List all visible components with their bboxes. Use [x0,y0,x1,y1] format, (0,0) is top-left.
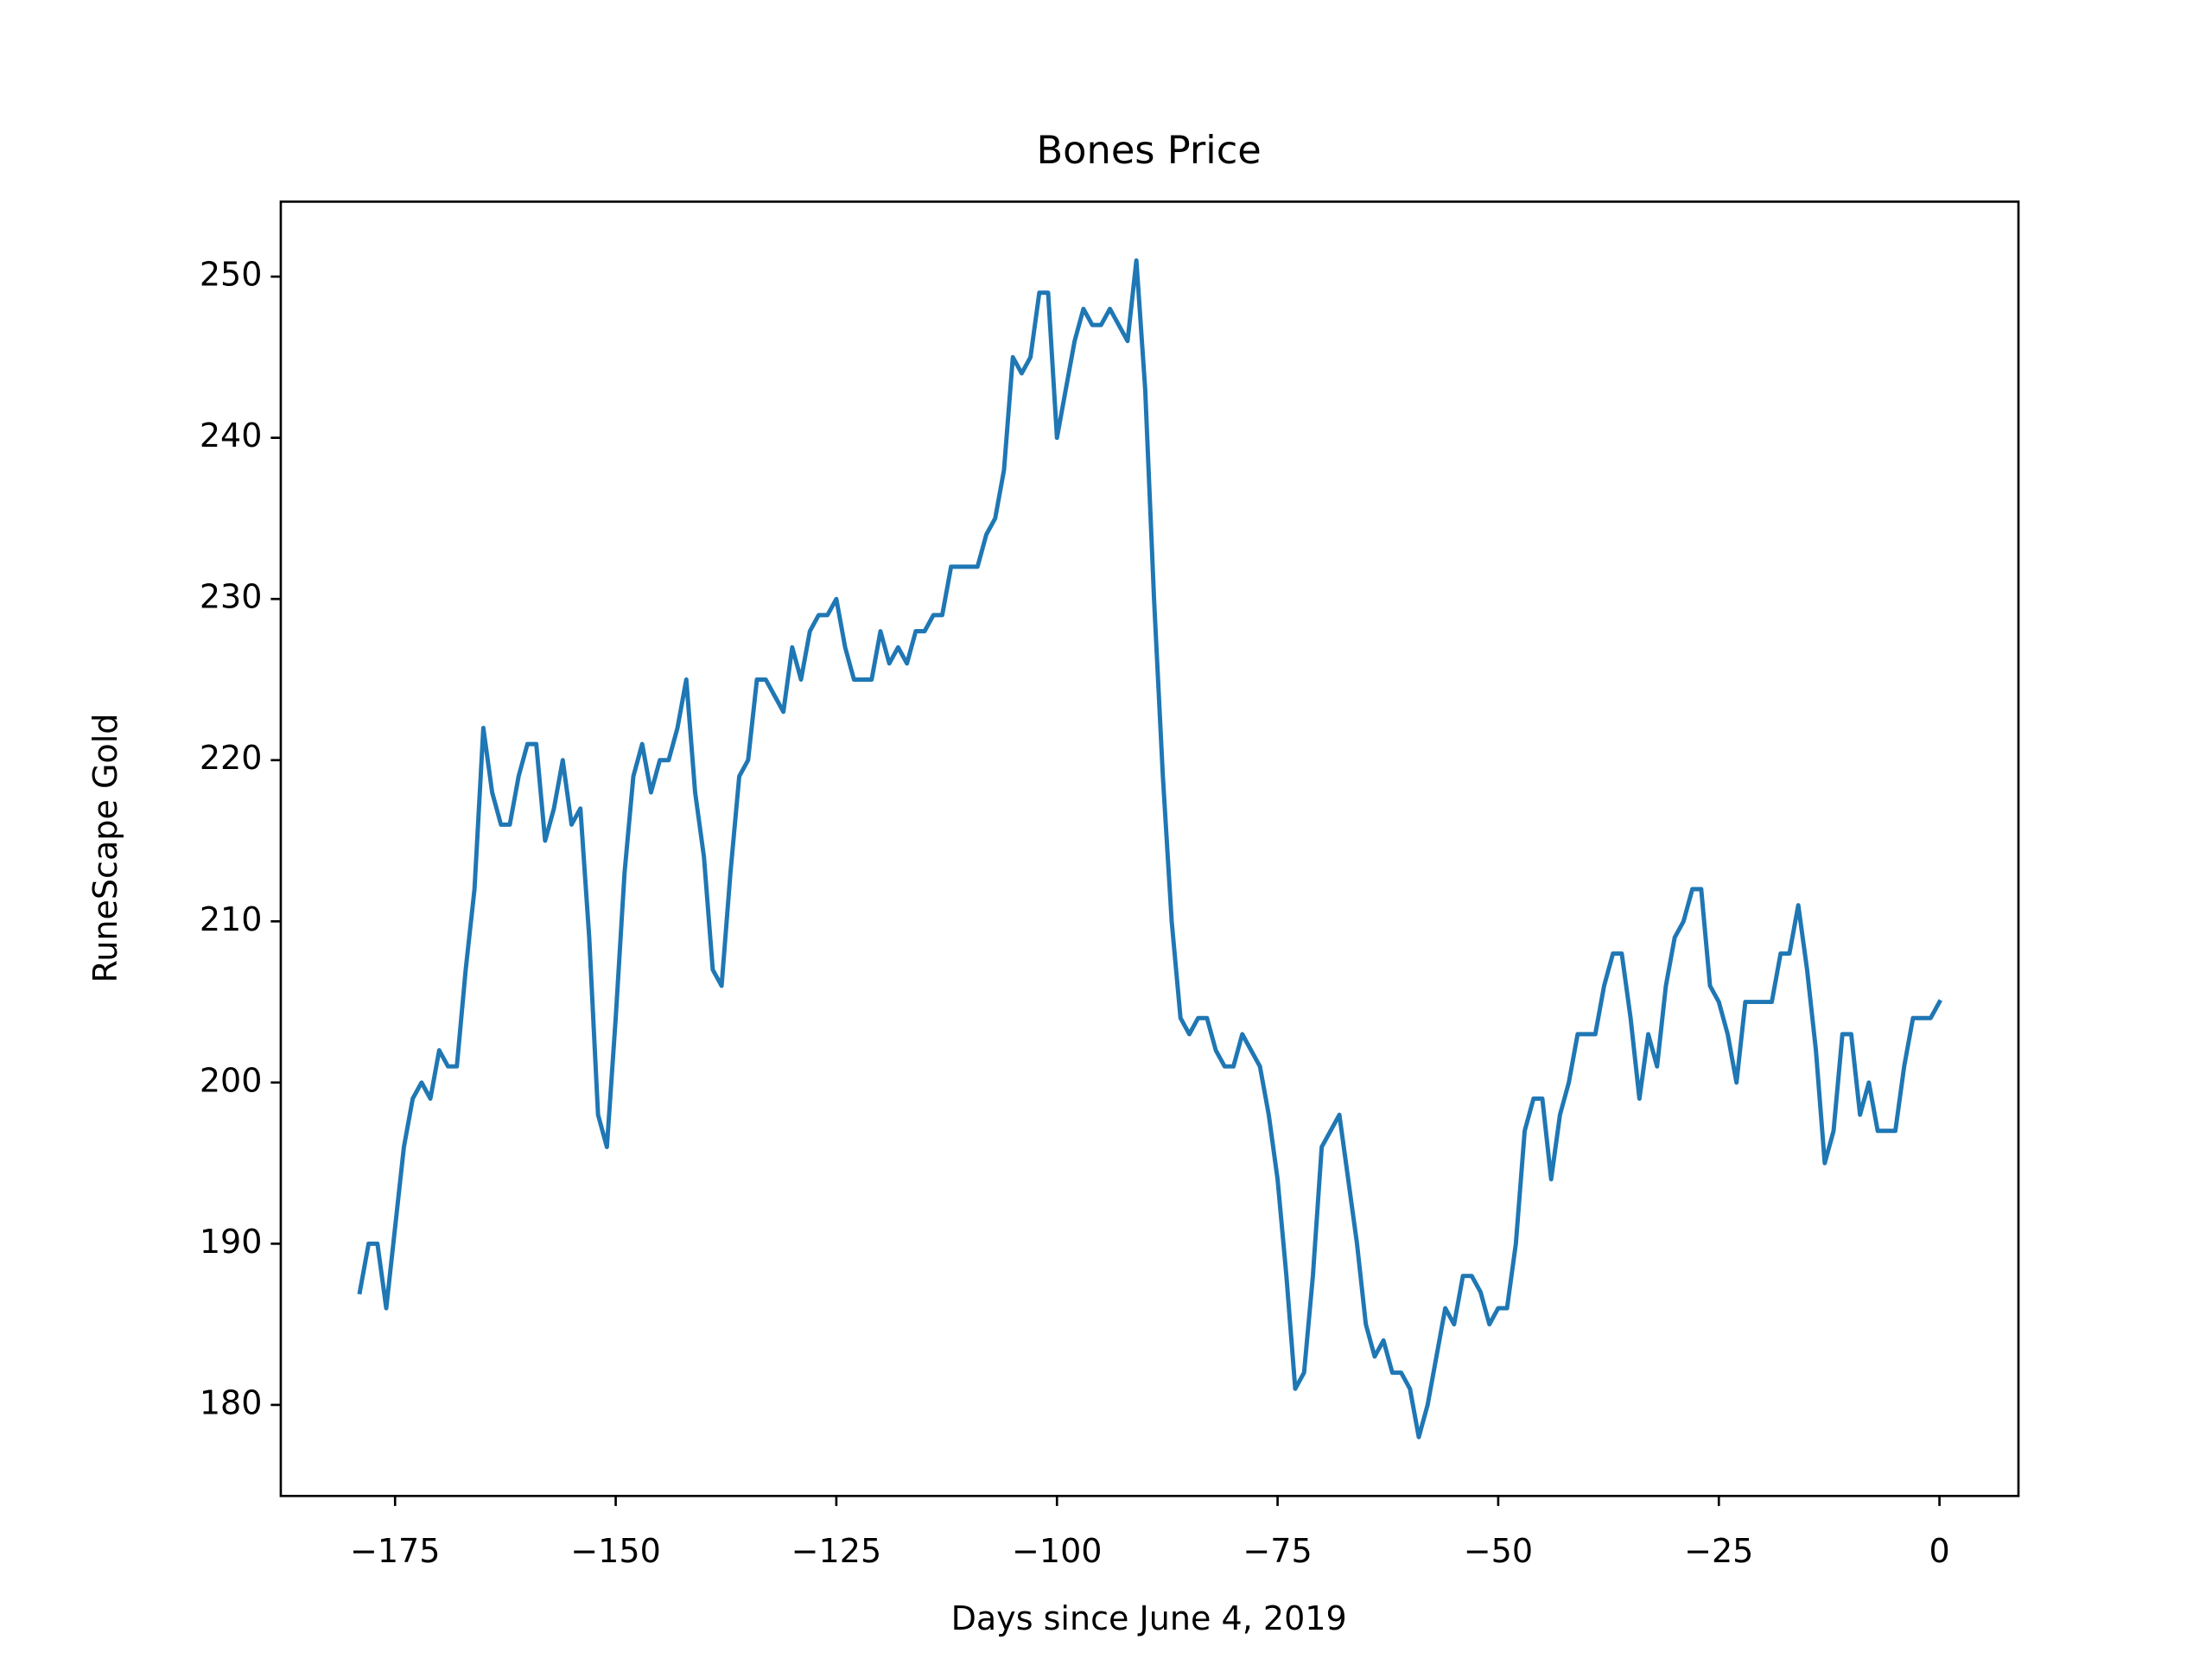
x-tick-label: −125 [791,1532,882,1570]
data-line [357,257,1942,1440]
x-tick-label: 0 [1929,1532,1949,1570]
y-tick-label: 240 [200,416,263,454]
x-tick-label: −100 [1012,1532,1103,1570]
chart-title: Bones Price [1037,128,1262,173]
plot-frame [279,200,2020,1497]
y-tick-label: 210 [200,900,263,938]
x-tick-label: −150 [570,1532,661,1570]
x-tick-label: −75 [1243,1532,1312,1570]
y-tick-label: 200 [200,1061,263,1099]
x-tick-label: −175 [350,1532,441,1570]
x-tick-label: −25 [1684,1532,1753,1570]
y-tick-label: 220 [200,739,263,777]
y-tick-label: 230 [200,578,263,616]
x-axis-label: Days since June 4, 2019 [951,1599,1347,1637]
y-tick-label: 180 [200,1383,263,1421]
y-tick-label: 250 [200,256,263,294]
y-tick-label: 190 [200,1223,263,1261]
y-axis-label: RuneScape Gold [86,714,124,983]
x-tick-label: −50 [1464,1532,1533,1570]
